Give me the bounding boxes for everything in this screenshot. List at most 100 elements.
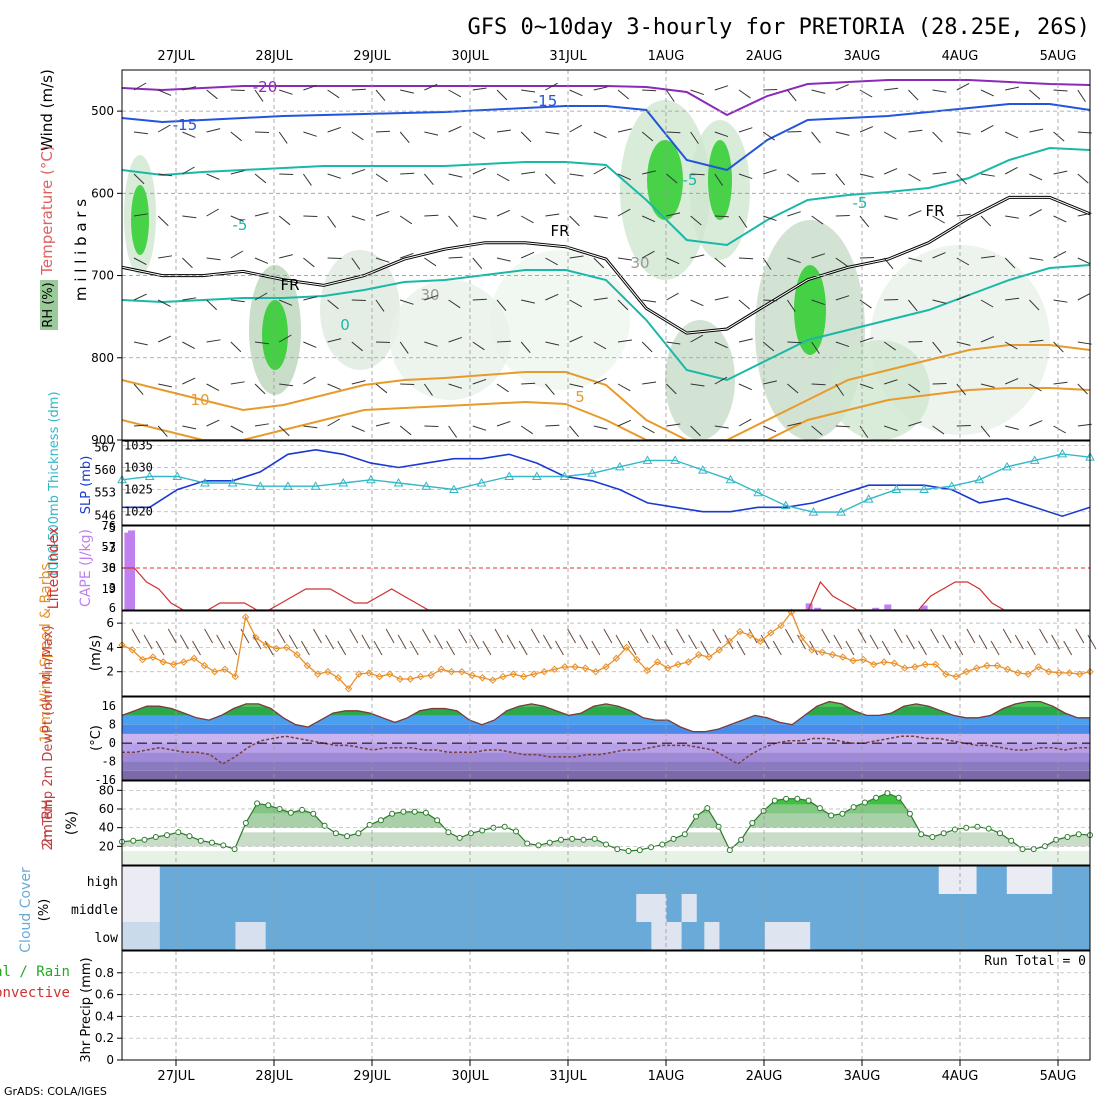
wind-barb	[980, 255, 995, 259]
wind-barb	[1077, 173, 1089, 184]
surface-wind-barb	[893, 628, 903, 644]
wind-barb	[884, 379, 898, 385]
wind-tick-label: 2	[106, 665, 114, 679]
wind-barb	[738, 173, 753, 180]
wind-barb	[496, 340, 512, 343]
wind-speed-marker	[684, 658, 693, 666]
dewpoint-line	[122, 735, 1090, 765]
temperature-contour	[121, 264, 1091, 382]
wind-barb	[472, 215, 487, 220]
wind-speed-marker	[447, 668, 456, 676]
thickness-marker	[172, 471, 183, 481]
wind-speed-marker	[973, 664, 981, 672]
surface-wind-barb	[385, 628, 395, 644]
cloud-level-label: high	[87, 875, 118, 890]
rh-marker	[906, 810, 913, 817]
wind-barb	[496, 299, 507, 312]
rh-marker	[513, 828, 519, 835]
wind-barb	[133, 213, 148, 217]
wind-barb	[1029, 89, 1041, 100]
wind-tick-label: 4	[106, 640, 114, 654]
surface-wind-barb	[179, 634, 189, 650]
wind-barb	[956, 82, 970, 91]
wind-barb	[448, 89, 462, 98]
wind-barb	[303, 296, 318, 301]
surface-wind-barb	[784, 628, 794, 644]
cloud-patch	[938, 866, 977, 894]
wind-barb	[884, 168, 898, 175]
wind-barb	[158, 255, 173, 259]
rh-shading	[131, 185, 149, 255]
top-date-label: 31JUL	[549, 49, 587, 64]
wind-barb	[835, 425, 850, 428]
thickness-marker	[1057, 448, 1068, 458]
wind-speed-marker	[427, 671, 435, 680]
contour-label: 30	[630, 254, 649, 272]
wind-barb	[956, 294, 970, 301]
wind-barb	[1005, 215, 1020, 219]
thickness-marker	[642, 455, 653, 464]
wind-speed-marker	[849, 657, 857, 665]
surface-wind-barb	[930, 628, 940, 644]
rh-marker	[670, 835, 677, 842]
temperature-contour	[121, 103, 1091, 172]
wind-barb	[835, 295, 850, 301]
wind-barb	[738, 215, 748, 228]
wind-barb	[641, 131, 654, 142]
rh-marker	[546, 839, 553, 846]
rh-marker	[344, 833, 351, 840]
wind-barb	[423, 383, 433, 396]
surface-wind-barb	[1075, 628, 1085, 644]
wind-barb	[1077, 257, 1091, 265]
wind-barb	[545, 173, 556, 185]
temperature-mask	[122, 697, 1090, 732]
thickness-marker	[753, 487, 763, 497]
wind-barb	[157, 425, 168, 437]
rh-marker	[411, 808, 418, 815]
wind-barb	[714, 341, 728, 349]
rh-marker	[400, 808, 407, 815]
upper-air-frame	[121, 69, 1091, 441]
wind-barb	[327, 299, 339, 310]
wind-barb	[520, 341, 531, 354]
surface-wind-barb	[252, 634, 262, 650]
rh-marker	[816, 805, 823, 812]
wind-speed-marker	[818, 648, 826, 656]
wind-barb	[133, 257, 147, 266]
wind-barb	[327, 383, 341, 390]
rh-marker	[377, 817, 384, 824]
wind-speed-marker	[180, 658, 188, 666]
wind-barb	[254, 423, 269, 427]
wind-barb	[1077, 89, 1086, 103]
wind-barb	[884, 215, 898, 220]
wind-barb	[278, 131, 288, 144]
wind-barb	[593, 257, 605, 269]
wind-barb	[762, 257, 772, 270]
precip-axis-label: 3hr Precip (mm)	[79, 957, 94, 1062]
wind-speed-marker	[622, 643, 631, 652]
rh-marker	[1064, 834, 1071, 840]
wind-speed-marker	[756, 637, 765, 646]
rh-marker	[389, 810, 396, 817]
wind-barb	[182, 166, 195, 175]
wind-speed-marker	[653, 658, 662, 666]
wind-barb	[424, 294, 438, 301]
bottom-date-label: 5AUG	[1040, 1069, 1077, 1084]
wind-speed-marker	[808, 646, 816, 654]
wind-speed-marker	[694, 651, 703, 659]
wind-barb	[884, 425, 898, 432]
rh-shading	[665, 320, 735, 440]
surface-wind-barb	[421, 628, 431, 644]
wind-speed-marker	[478, 674, 487, 682]
wind-speed-marker	[365, 669, 373, 677]
surface-wind-barb	[942, 634, 952, 650]
lifted-tick-label: -5	[102, 521, 116, 535]
surface-wind-barb	[446, 640, 456, 656]
thickness-marker	[338, 477, 349, 487]
surface-wind-barb	[470, 634, 480, 650]
wind-barb	[714, 173, 724, 186]
wind-barb	[351, 131, 364, 141]
wind-barb	[811, 253, 826, 259]
surface-wind-barb	[603, 628, 613, 644]
wind-speed-marker	[530, 670, 538, 678]
